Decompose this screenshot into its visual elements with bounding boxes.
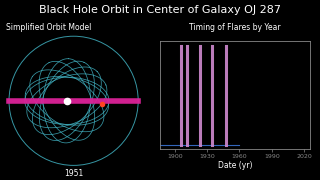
X-axis label: Date (yr): Date (yr) [218,161,252,170]
Text: Simplified Orbit Model: Simplified Orbit Model [6,23,92,32]
Text: Black Hole Orbit in Center of Galaxy OJ 287: Black Hole Orbit in Center of Galaxy OJ … [39,5,281,15]
Text: 1951: 1951 [64,169,83,178]
Text: Timing of Flares by Year: Timing of Flares by Year [189,23,281,32]
